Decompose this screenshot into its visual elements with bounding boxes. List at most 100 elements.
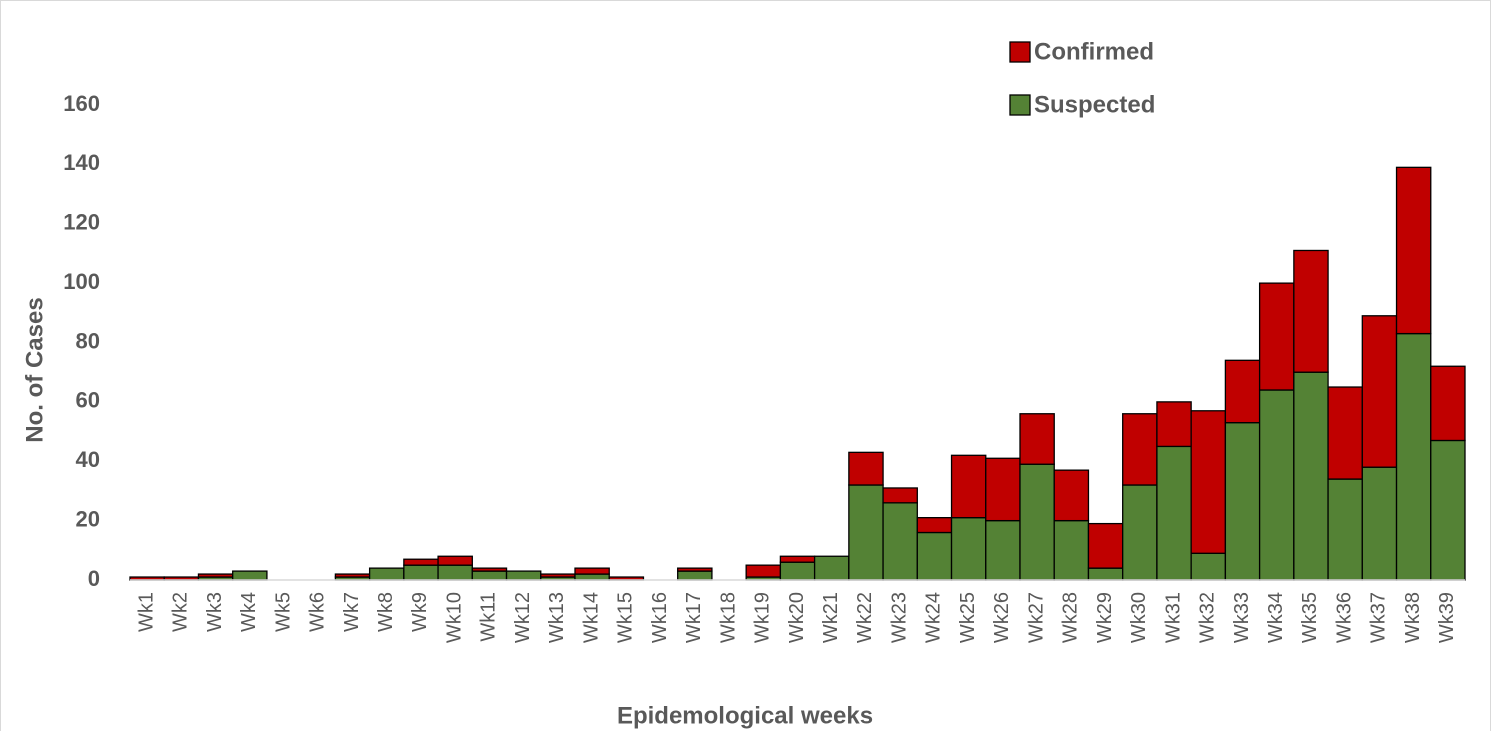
legend-label: Suspected	[1034, 91, 1155, 118]
bar-segment	[950, 454, 987, 519]
bar-segment	[368, 567, 405, 581]
bar-segment	[1430, 365, 1466, 442]
x-axis-title: Epidemological weeks	[617, 702, 873, 729]
bar-segment	[1327, 386, 1363, 480]
x-tick-label: Wk31	[1162, 592, 1184, 643]
x-tick-label: Wk6	[307, 592, 329, 632]
bar-segment	[471, 567, 508, 572]
bar-segment	[677, 567, 713, 572]
x-tick-label: Wk18	[717, 592, 739, 643]
bar-segment	[1361, 315, 1398, 468]
bar-segment	[779, 561, 816, 581]
legend-label: Confirmed	[1034, 38, 1154, 65]
bar-segment	[1224, 422, 1261, 581]
y-tick-label: 0	[88, 566, 100, 591]
y-tick-label: 120	[63, 210, 100, 235]
x-tick-label: Wk26	[991, 592, 1013, 643]
x-tick-label: Wk32	[1197, 592, 1219, 643]
bar-segment	[1087, 522, 1124, 569]
y-tick-label: 60	[76, 388, 100, 413]
x-tick-label: Wk33	[1231, 592, 1253, 643]
x-tick-label: Wk25	[957, 592, 979, 643]
bar-segment	[848, 451, 884, 486]
x-tick-label: Wk8	[375, 592, 397, 632]
x-tick-label: Wk19	[752, 592, 774, 643]
bar-segment	[1122, 484, 1158, 581]
bar-segment	[1293, 371, 1329, 581]
x-tick-label: Wk1	[135, 592, 157, 632]
bar-segment	[437, 555, 473, 566]
bar-segment	[1019, 413, 1055, 465]
x-tick-label: Wk24	[923, 592, 945, 643]
bar-segment	[813, 555, 850, 581]
bar-segment	[540, 573, 576, 578]
bar-segment	[677, 570, 713, 581]
x-tick-label: Wk12	[512, 592, 534, 643]
x-tick-label: Wk38	[1402, 592, 1424, 643]
bar-segment	[779, 555, 816, 563]
bar-segment	[1430, 439, 1466, 581]
x-tick-label: Wk28	[1060, 592, 1082, 643]
x-tick-label: Wk34	[1265, 592, 1287, 643]
bar-segment	[745, 564, 782, 578]
bar-segment	[1327, 478, 1363, 581]
x-tick-label: Wk15	[615, 592, 637, 643]
bar-segment	[1258, 389, 1295, 581]
bar-segment	[1019, 463, 1055, 581]
bar-segment	[1156, 445, 1192, 581]
x-tick-label: Wk2	[170, 592, 192, 632]
y-tick-label: 100	[63, 269, 100, 294]
x-tick-label: Wk39	[1436, 592, 1458, 643]
x-tick-label: Wk7	[341, 592, 363, 632]
bar-segment	[1122, 413, 1158, 486]
y-tick-label: 80	[76, 328, 100, 353]
bar-segment	[882, 487, 918, 504]
x-tick-label: Wk16	[649, 592, 671, 643]
bar-segment	[1395, 332, 1432, 581]
x-tick-label: Wk4	[238, 592, 260, 632]
x-tick-label: Wk36	[1333, 592, 1355, 643]
bar-segment	[437, 564, 473, 581]
bar-segment	[574, 573, 610, 581]
bar-segment	[950, 517, 987, 581]
bar-segment	[471, 570, 508, 581]
x-tick-label: Wk21	[820, 592, 842, 643]
bar-segment	[1361, 466, 1398, 581]
bar-segment	[1293, 249, 1329, 373]
x-tick-label: Wk5	[272, 592, 294, 632]
x-tick-label: Wk3	[204, 592, 226, 632]
x-tick-label: Wk37	[1368, 592, 1390, 643]
x-tick-label: Wk30	[1128, 592, 1150, 643]
x-tick-label: Wk13	[546, 592, 568, 643]
bar-segment	[232, 570, 268, 581]
bar-segment	[1224, 359, 1261, 424]
bar-segment	[403, 558, 439, 566]
bar-segment	[1087, 567, 1124, 581]
x-tick-label: Wk10	[443, 592, 465, 643]
bar-segment	[1190, 410, 1227, 554]
x-tick-label: Wk22	[854, 592, 876, 643]
bar-segment	[574, 567, 610, 575]
x-tick-label: Wk11	[478, 592, 500, 642]
x-tick-label: Wk17	[683, 592, 705, 643]
x-tick-label: Wk35	[1299, 592, 1321, 643]
y-tick-label: 40	[76, 447, 100, 472]
y-tick-label: 140	[63, 150, 100, 175]
bar-segment	[1053, 519, 1090, 581]
x-tick-label: Wk14	[580, 592, 602, 643]
bar-segment	[403, 564, 439, 581]
legend-swatch	[1009, 94, 1031, 116]
bar-segment	[197, 573, 234, 578]
bar-segment	[1190, 552, 1227, 581]
bar-segment	[1395, 166, 1432, 335]
bar-segment	[985, 457, 1021, 522]
bar-segment	[848, 484, 884, 581]
legend-swatch	[1009, 41, 1031, 63]
bar-segment	[1258, 282, 1295, 391]
x-tick-label: Wk9	[409, 592, 431, 632]
bar-segment	[882, 502, 918, 581]
bar-segment	[505, 570, 542, 581]
bar-segment	[334, 573, 371, 578]
y-tick-label: 20	[76, 506, 100, 531]
